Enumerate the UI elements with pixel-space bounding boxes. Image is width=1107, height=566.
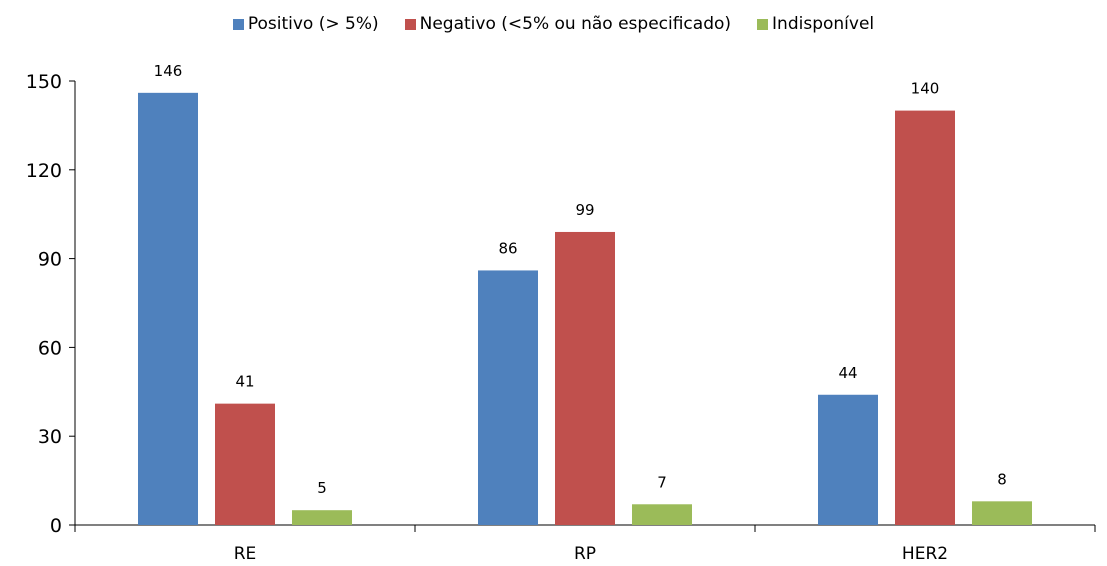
bar	[555, 231, 615, 525]
legend: Positivo (> 5%) Negativo (<5% ou não espe…	[0, 14, 1107, 34]
legend-item: Negativo (<5% ou não especificado)	[404, 14, 732, 34]
bar	[478, 270, 538, 525]
y-tick-label: 150	[26, 71, 62, 93]
legend-label: Indisponível	[772, 14, 875, 34]
data-label: 99	[575, 201, 594, 219]
legend-label: Positivo (> 5%)	[247, 14, 379, 34]
data-label: 41	[235, 373, 254, 391]
x-tick-label: RP	[574, 544, 596, 564]
legend-label: Negativo (<5% ou não especificado)	[419, 14, 732, 34]
x-tick-label: RE	[234, 544, 257, 564]
bar	[632, 504, 692, 525]
data-label: 8	[997, 470, 1007, 488]
bar	[972, 501, 1032, 525]
data-label: 140	[911, 80, 940, 98]
bar	[215, 403, 275, 525]
y-tick-label: 60	[38, 337, 62, 359]
legend-item: Indisponível	[757, 14, 874, 34]
y-tick-label: 90	[38, 249, 62, 271]
y-tick-label: 30	[38, 426, 62, 448]
y-tick-label: 120	[26, 160, 62, 182]
bar	[138, 92, 198, 525]
legend-swatch	[404, 18, 416, 30]
legend-swatch	[757, 18, 769, 30]
data-label: 44	[838, 364, 857, 382]
bar	[818, 394, 878, 525]
legend-item: Positivo (> 5%)	[232, 14, 379, 34]
x-tick-label: HER2	[902, 544, 948, 564]
data-label: 5	[317, 479, 327, 497]
bar	[292, 510, 352, 525]
legend-swatch	[232, 18, 244, 30]
bar	[895, 110, 955, 525]
y-tick-label: 0	[50, 515, 62, 537]
data-label: 7	[657, 473, 667, 491]
data-label: 86	[498, 239, 517, 257]
data-label: 146	[154, 62, 183, 80]
